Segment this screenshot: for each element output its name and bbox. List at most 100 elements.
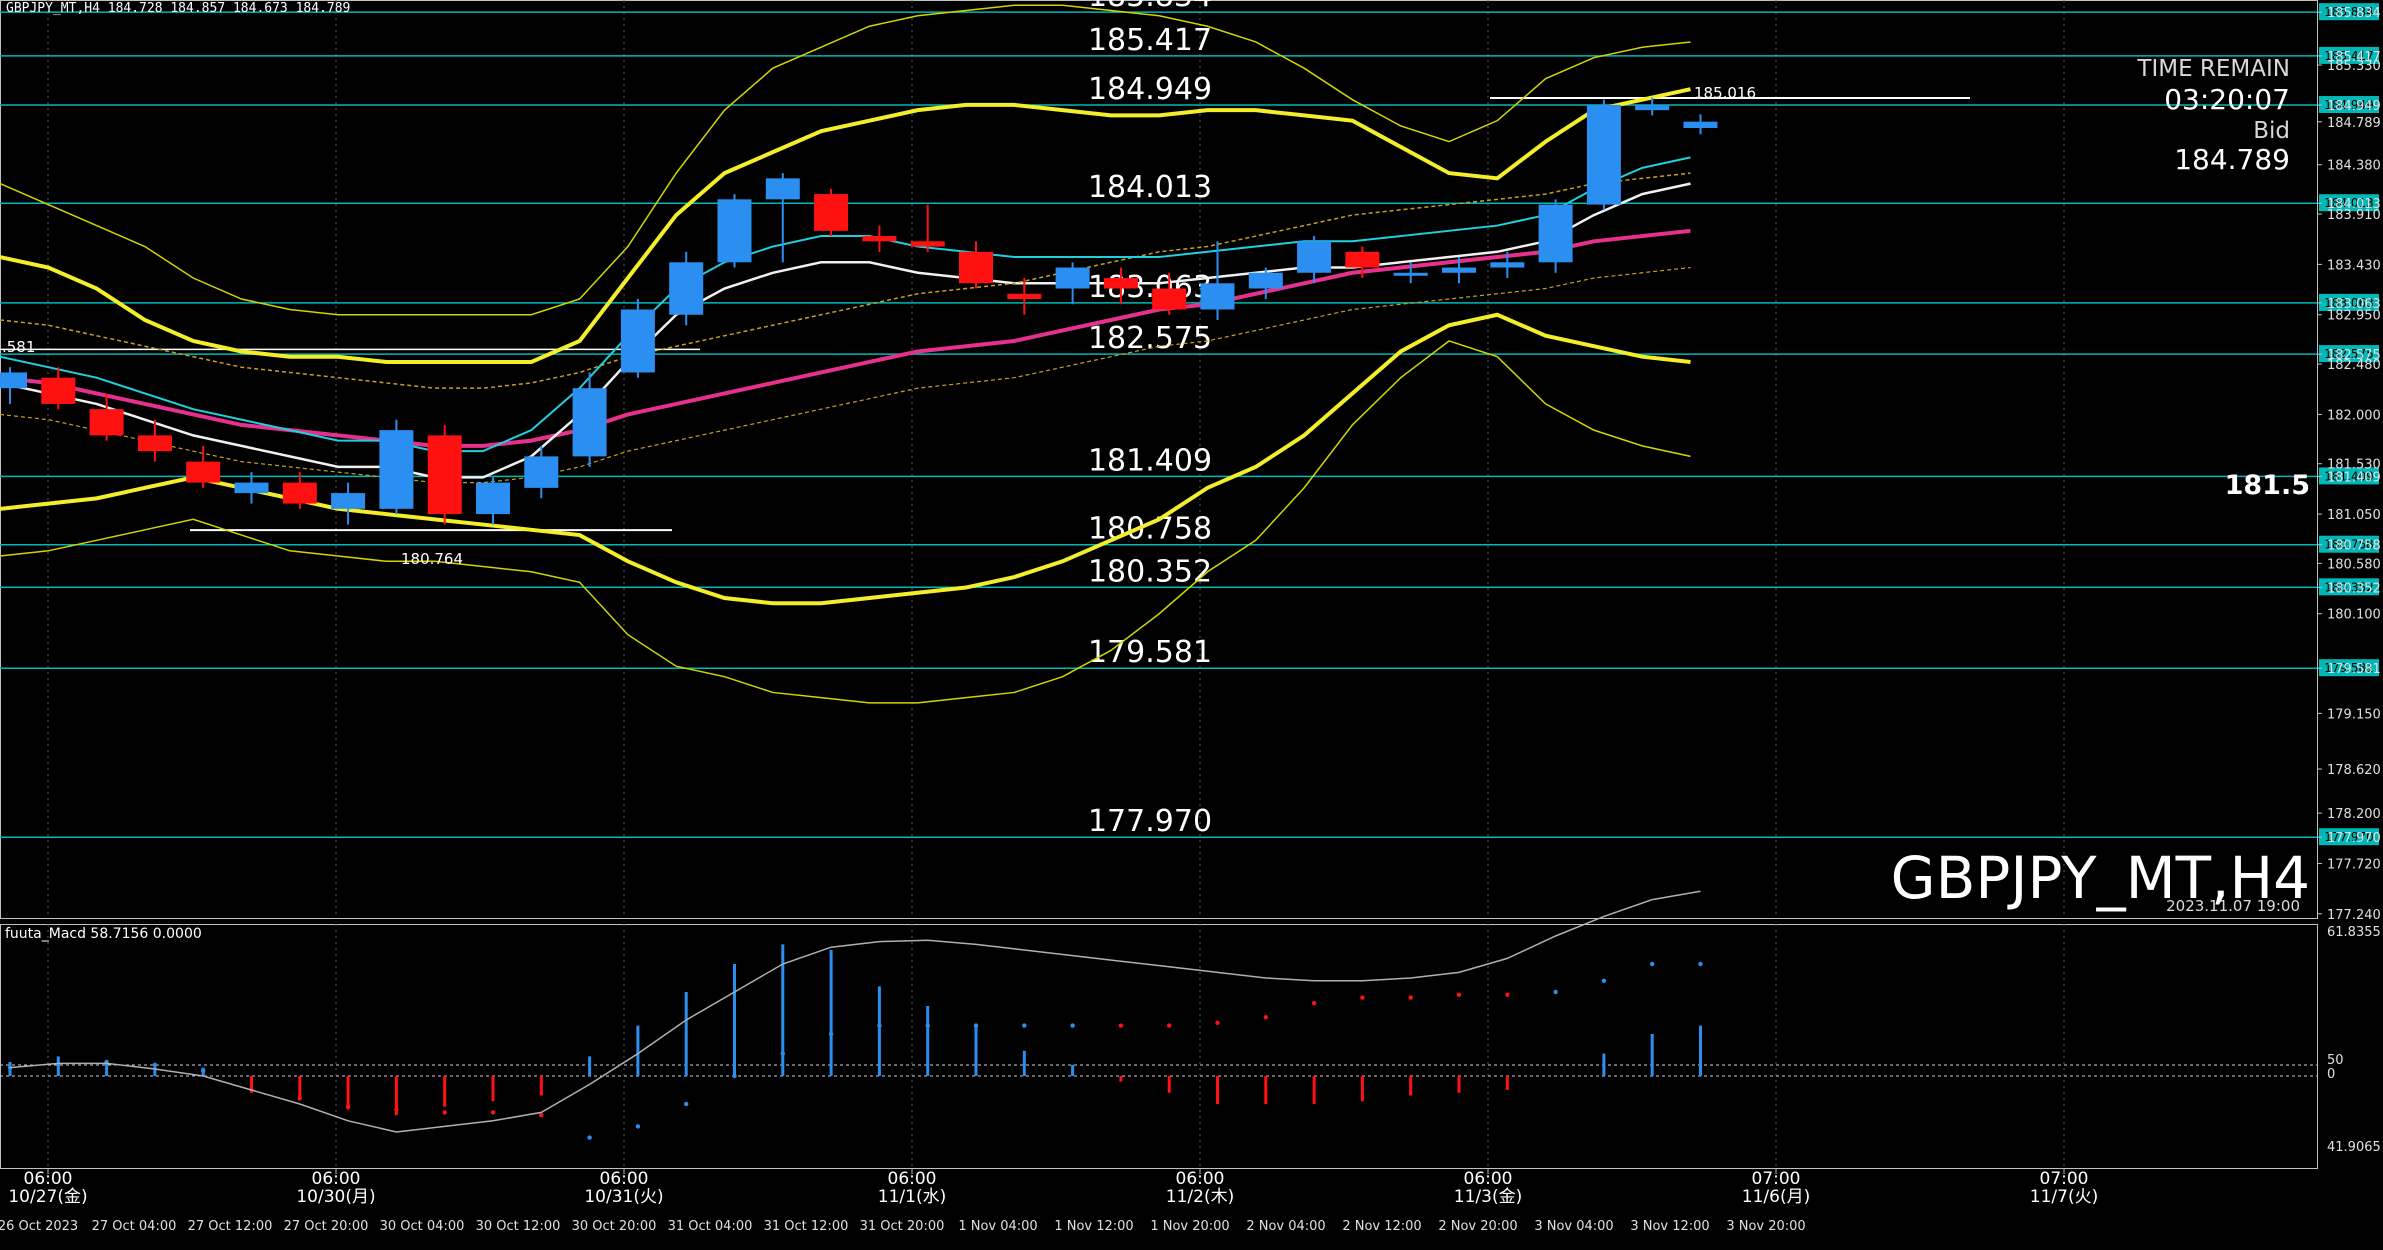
y-tick-label-8: 183.430 — [2327, 258, 2381, 273]
level-label-2: 184.949 — [1088, 72, 1212, 107]
candle-body-5 — [234, 482, 269, 494]
level-axis-tag-label-9: 179.581 — [2324, 661, 2374, 675]
candle-body-0 — [0, 372, 27, 389]
macd-dot-24 — [1167, 1023, 1172, 1028]
macd-dot-25 — [1215, 1020, 1220, 1025]
macd-tick-label-0: 61.8355 — [2327, 925, 2381, 940]
x-minor-label-9: 31 Oct 20:00 — [860, 1219, 945, 1234]
x-major-sub-label-1: 10/30(月) — [296, 1187, 375, 1207]
candle-body-33 — [1586, 104, 1621, 205]
level-axis-tag-0 — [2319, 3, 2379, 21]
macd-dot-12 — [587, 1135, 592, 1140]
macd-dot-30 — [1456, 992, 1462, 997]
macd-dot-22 — [1070, 1023, 1075, 1028]
x-minor-label-0: 26 Oct 2023 — [0, 1219, 78, 1234]
candles — [0, 97, 1718, 525]
macd-dot-27 — [1311, 1001, 1317, 1006]
y-tick-label-25: 177.970 — [2327, 831, 2381, 846]
macd-dot-20 — [973, 1023, 979, 1028]
x-minor-label-13: 2 Nov 04:00 — [1246, 1219, 1325, 1234]
y-tick-label-9: 183.063 — [2327, 297, 2381, 312]
candle-body-12 — [572, 388, 607, 457]
macd-signal-line — [9, 890, 1701, 1133]
level-label-10: 177.970 — [1088, 804, 1212, 839]
macd-dot-21 — [1022, 1023, 1027, 1028]
candle-body-4 — [186, 461, 221, 483]
y-tick-label-0: 185.834 — [2327, 6, 2381, 21]
x-minor-label-6: 30 Oct 20:00 — [572, 1219, 657, 1234]
main-panel-frame — [0, 0, 2318, 919]
x-minor-label-4: 30 Oct 04:00 — [380, 1219, 465, 1234]
candle-body-13 — [620, 309, 655, 373]
x-minor-label-1: 27 Oct 04:00 — [92, 1219, 177, 1234]
macd-dot-32 — [1553, 989, 1558, 995]
macd-dot-9 — [442, 1110, 447, 1115]
macd-dot-17 — [828, 1031, 834, 1037]
level-axis-tag-label-6: 181.409 — [2324, 469, 2374, 483]
macd-dot-28 — [1360, 995, 1365, 1000]
x-major-sub-label-4: 11/2(木) — [1166, 1187, 1234, 1207]
level-axis-tag-3 — [2319, 194, 2379, 212]
bid-value: 184.789 — [2174, 143, 2290, 176]
x-minor-label-11: 1 Nov 12:00 — [1054, 1219, 1133, 1234]
candle-body-11 — [524, 456, 559, 488]
y-tick-label-27: 177.240 — [2327, 908, 2381, 923]
level-label-1: 185.417 — [1088, 23, 1212, 58]
x-major-label-0: 06:00 — [24, 1169, 73, 1189]
level-axis-tag-7 — [2319, 535, 2379, 553]
x-minor-label-14: 2 Nov 12:00 — [1342, 1219, 1421, 1234]
time-remain-label: TIME REMAIN — [2136, 56, 2290, 82]
level-axis-tag-label-7: 180.758 — [2324, 538, 2374, 552]
bollinger-upper-outer-line — [0, 4, 1691, 316]
level-axis-tag-5 — [2319, 345, 2379, 363]
level-axis-tag-label-3: 184.013 — [2324, 196, 2374, 210]
level-axis-tag-label-0: 185.834 — [2324, 5, 2374, 19]
y-tick-label-19: 180.352 — [2327, 581, 2381, 596]
level-label-5: 182.575 — [1088, 321, 1212, 356]
candle-body-31 — [1490, 262, 1525, 268]
watermark-symbol: GBPJPY_MT,H4 — [1891, 844, 2310, 912]
candle-body-19 — [910, 241, 945, 247]
candle-body-18 — [862, 236, 897, 242]
y-tick-label-16: 181.050 — [2327, 508, 2381, 523]
bollinger-lower-line — [0, 312, 1691, 606]
macd-panel — [0, 890, 2317, 1140]
macd-dot-31 — [1505, 992, 1510, 997]
grid — [0, 0, 2318, 1169]
moving-average-orange-lower-line — [0, 266, 1691, 484]
level-axis-tag-label-10: 177.970 — [2324, 830, 2374, 844]
macd-dot-19 — [925, 1023, 930, 1028]
x-major-sub-label-5: 11/3(金) — [1454, 1187, 1522, 1207]
y-tick-label-21: 179.581 — [2327, 662, 2381, 677]
level-axis-tag-1 — [2319, 46, 2379, 64]
level-axis-tag-10 — [2319, 828, 2379, 846]
x-minor-label-3: 27 Oct 20:00 — [284, 1219, 369, 1234]
macd-dot-35 — [1698, 961, 1703, 967]
axes: 185.834 185.417 184.949 184.013 183.063 182.5… — [0, 3, 2381, 1234]
macd-dot-13 — [635, 1124, 641, 1129]
level-axis-tag-6 — [2319, 467, 2379, 485]
level-label-9: 179.581 — [1088, 635, 1212, 670]
x-major-label-1: 06:00 — [312, 1169, 361, 1189]
price-levels: 185.834185.417184.949184.013183.063182.5… — [0, 0, 2317, 839]
x-major-label-7: 07:00 — [2040, 1169, 2089, 1189]
macd-dot-14 — [684, 1101, 689, 1107]
y-tick-label-11: 182.575 — [2327, 348, 2381, 363]
y-tick-label-4: 184.789 — [2327, 116, 2381, 131]
candle-body-23 — [1103, 278, 1138, 289]
candle-body-16 — [765, 178, 800, 200]
x-minor-label-17: 3 Nov 12:00 — [1630, 1219, 1709, 1234]
x-major-sub-label-2: 10/31(火) — [584, 1187, 663, 1207]
level-label-8: 180.352 — [1088, 554, 1212, 589]
macd-dot-10 — [490, 1110, 496, 1115]
y-tick-label-24: 178.200 — [2327, 807, 2381, 822]
level-label-6: 181.409 — [1088, 443, 1212, 478]
symbol-header: GBPJPY_MT,H4 184.728 184.857 184.673 184… — [6, 1, 350, 16]
macd-dot-18 — [877, 1023, 882, 1028]
macd-dot-7 — [345, 1104, 351, 1110]
macd-dot-0 — [7, 1065, 13, 1070]
x-major-sub-label-6: 11/6(月) — [1742, 1187, 1810, 1207]
y-tick-label-13: 182.000 — [2327, 408, 2381, 423]
macd-tick-label-2: 0 — [2327, 1067, 2335, 1082]
